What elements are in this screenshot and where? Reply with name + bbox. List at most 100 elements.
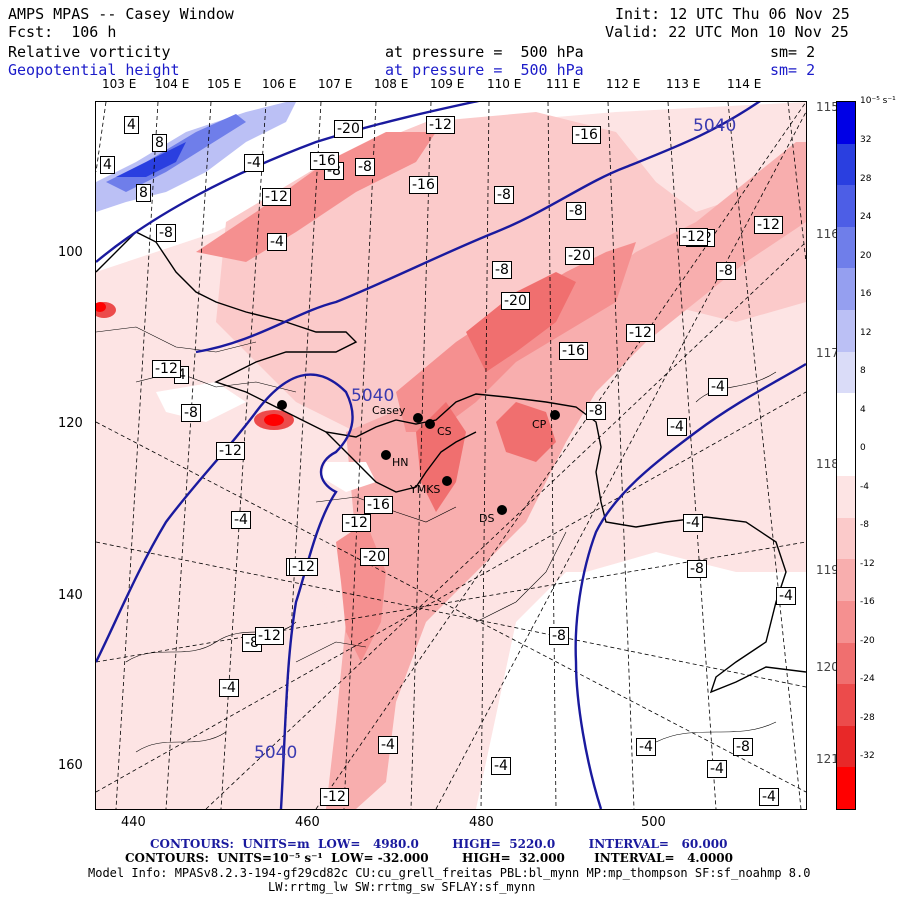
- station-marker-cp[interactable]: [550, 410, 560, 420]
- vorticity-contour-label: -12: [255, 627, 284, 645]
- vorticity-contour-label: -16: [409, 176, 438, 194]
- colorbar-label: 16: [860, 289, 872, 299]
- vorticity-contour-label: -12: [626, 324, 655, 342]
- lon-label: 110 E: [487, 77, 522, 91]
- vorticity-contour-label: -4: [683, 514, 703, 532]
- x-axis-label: 440: [121, 815, 146, 830]
- colorbar-label: -20: [860, 635, 875, 646]
- vorticity-contour-label: -4: [219, 679, 239, 697]
- field1-name: Relative vorticity: [8, 43, 171, 61]
- field2-name: Geopotential height: [8, 61, 180, 79]
- vorticity-contour-label: -12: [152, 360, 181, 378]
- vorticity-contour-label: -12: [342, 514, 371, 532]
- vorticity-contour-label: -12: [289, 558, 318, 576]
- vorticity-contour-label: -12: [754, 216, 783, 234]
- app-title: AMPS MPAS -- Casey Window: [8, 5, 234, 23]
- init-time: Init: 12 UTC Thu 06 Nov 25: [615, 5, 850, 23]
- vorticity-contour-label: -8: [181, 404, 201, 422]
- colorbar-segment: [837, 559, 855, 602]
- vorticity-fill: [96, 102, 806, 809]
- station-marker-ymks[interactable]: [442, 476, 452, 486]
- lon-label: 103 E: [102, 77, 137, 91]
- colorbar-label: 28: [860, 173, 872, 184]
- vorticity-contour-label: -12: [320, 788, 349, 806]
- field2-pressure: at pressure = 500 hPa: [385, 61, 584, 79]
- lon-label: 109 E: [430, 77, 465, 91]
- field1-pressure: at pressure = 500 hPa: [385, 43, 584, 61]
- colorbar-label: 0: [860, 443, 866, 453]
- colorbar-label: 20: [860, 250, 872, 261]
- vorticity-contour-label: -8: [566, 202, 586, 220]
- colorbar: [836, 101, 856, 810]
- vorticity-contour-label: -20: [360, 548, 389, 566]
- field2-smoothing: sm= 2: [770, 61, 816, 79]
- vorticity-contour-label: -20: [565, 247, 594, 265]
- colorbar-segment: [837, 102, 855, 145]
- vorticity-contour-label: -8: [716, 262, 736, 280]
- vorticity-contour-label: -4: [231, 511, 251, 529]
- station-label-hn: HN: [392, 456, 409, 469]
- colorbar-segment: [837, 268, 855, 311]
- colorbar-segment: [837, 476, 855, 519]
- y-axis-label: 100: [58, 245, 83, 260]
- station-marker-ds[interactable]: [497, 505, 507, 515]
- lon-label: 113 E: [666, 77, 701, 91]
- vorticity-contour-label: -16: [572, 126, 601, 144]
- vorticity-contour-label: 8: [136, 184, 151, 202]
- vorticity-contour-label: 8: [152, 134, 167, 152]
- colorbar-label: -8: [860, 520, 869, 530]
- map-canvas[interactable]: [96, 102, 806, 809]
- vorticity-contour-label: -4: [776, 587, 796, 605]
- vorticity-contour-label: -4: [759, 788, 779, 806]
- vorticity-contour-label: -8: [494, 186, 514, 204]
- station-marker-cs1[interactable]: [413, 413, 423, 423]
- colorbar-label: 32: [860, 135, 872, 145]
- vorticity-contour-label: -4: [667, 418, 687, 436]
- colorbar-segment: [837, 517, 855, 560]
- colorbar-unit: 10⁻⁵ s⁻¹: [860, 96, 896, 106]
- vorticity-contour-label: -8: [355, 158, 375, 176]
- coastline: [96, 231, 806, 694]
- vorticity-contour-label: -4: [267, 233, 287, 251]
- y-axis-label: 160: [58, 758, 83, 773]
- lon-label: 105 E: [207, 77, 242, 91]
- colorbar-label: -4: [860, 481, 869, 492]
- vorticity-contour-label: -8: [492, 261, 512, 279]
- lon-label: 104 E: [155, 77, 190, 91]
- model-info-physics: LW:rrtmg_lw SW:rrtmg_sw SFLAY:sf_mynn: [268, 880, 536, 894]
- vorticity-contour-label: -8: [156, 224, 176, 242]
- vorticity-contour-label: -16: [559, 342, 588, 360]
- vorticity-contour-label: -4: [378, 736, 398, 754]
- colorbar-segment: [837, 725, 855, 768]
- colorbar-label: -24: [860, 674, 875, 684]
- vorticity-contour-label: -12: [216, 442, 245, 460]
- contour-info-vorticity: CONTOURS: UNITS=10⁻⁵ s⁻¹ LOW= -32.000 HI…: [125, 851, 733, 865]
- colorbar-label: -32: [860, 751, 875, 761]
- lon-label: 114 E: [727, 77, 762, 91]
- vorticity-contour-label: -20: [501, 292, 530, 310]
- colorbar-label: 4: [860, 404, 866, 415]
- station-marker-cs2[interactable]: [425, 419, 435, 429]
- colorbar-segment: [837, 351, 855, 394]
- colorbar-label: 12: [860, 327, 872, 338]
- contour-info-height: CONTOURS: UNITS=m LOW= 4980.0 HIGH= 5220…: [150, 837, 728, 851]
- vorticity-contour-label: -8: [687, 560, 707, 578]
- lon-label: 106 E: [262, 77, 297, 91]
- vorticity-contour-label: -8: [586, 402, 606, 420]
- vorticity-contour-label: 4: [124, 116, 139, 134]
- y-axis-label: 120: [58, 416, 83, 431]
- colorbar-segment: [837, 226, 855, 269]
- station-marker-casey[interactable]: [277, 400, 287, 410]
- x-axis-label: 480: [469, 815, 494, 830]
- height-contours: [96, 102, 806, 809]
- lon-label: 107 E: [318, 77, 353, 91]
- station-markers: [277, 400, 560, 515]
- lon-label: 111 E: [546, 77, 581, 91]
- forecast-hour: Fcst: 106 h: [8, 23, 117, 41]
- colorbar-label: 8: [860, 366, 866, 376]
- colorbar-segment: [837, 309, 855, 353]
- station-marker-hn[interactable]: [381, 450, 391, 460]
- vorticity-contour-label: -8: [733, 738, 753, 756]
- lon-label: 112 E: [606, 77, 641, 91]
